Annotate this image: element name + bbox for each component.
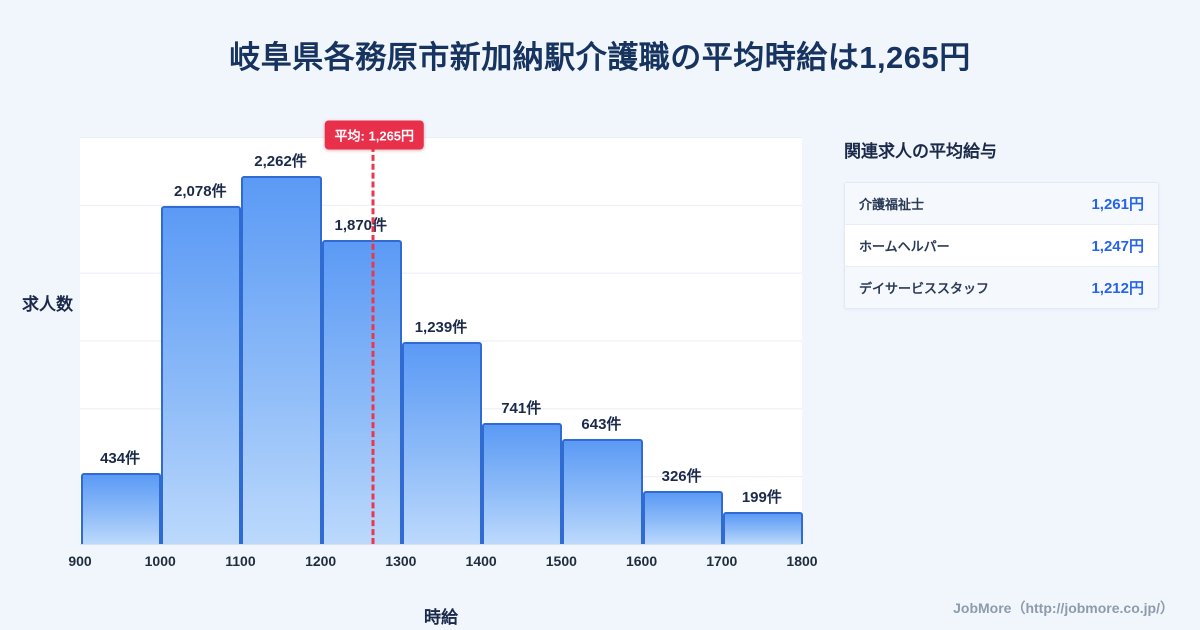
average-line: 平均: 1,265円 xyxy=(324,120,425,544)
bars-container: 434件 2,078件 2,262件 1,870件 1,239件 741件 643件 326件… xyxy=(80,137,803,544)
bar xyxy=(401,342,483,544)
related-job-row: 介護福祉士 1,261円 xyxy=(845,183,1158,225)
x-tick-label: 900 xyxy=(68,553,92,569)
related-job-value: 1,261円 xyxy=(1091,196,1144,213)
related-job-value: 1,247円 xyxy=(1091,238,1144,255)
x-axis-ticks: 900 1000 1100 1200 1300 1400 1500 1600 1700 1800 xyxy=(68,553,817,577)
related-jobs-card: 介護福祉士 1,261円ホームヘルパー 1,247円デイサービススタッフ 1,212円 xyxy=(844,182,1159,309)
related-job-value: 1,212円 xyxy=(1091,280,1144,297)
histogram-bar-1300-1400: 1,239件 xyxy=(401,137,483,544)
related-job-label: デイサービススタッフ xyxy=(859,281,990,296)
x-tick-label: 1600 xyxy=(625,553,658,569)
bar-value-label: 434件 xyxy=(100,450,141,468)
histogram-bar-1200-1300: 1,870件 xyxy=(321,137,402,544)
related-job-label: 介護福祉士 xyxy=(859,197,925,212)
x-tick-label: 1800 xyxy=(786,553,818,569)
y-axis-label: 求人数 xyxy=(22,295,73,314)
wage-histogram-chart: 求人数 434件 2,078件 2,262件 1,870件 1,239件 741件 643件… xyxy=(22,85,818,628)
histogram-bar-1100-1200: 2,262件 xyxy=(240,137,322,544)
main-content: 求人数 434件 2,078件 2,262件 1,870件 1,239件 741件 643件… xyxy=(0,85,1200,628)
related-job-row: デイサービススタッフ 1,212円 xyxy=(845,267,1158,308)
bar xyxy=(321,239,402,544)
bar xyxy=(482,423,563,544)
bar-value-label: 199件 xyxy=(741,488,782,506)
related-job-row: ホームヘルパー 1,247円 xyxy=(845,225,1158,267)
x-tick-label: 1400 xyxy=(465,553,497,569)
page-title: 岐阜県各務原市新加納駅介護職の平均時給は1,265円 xyxy=(229,40,971,75)
histogram-bar-1000-1100: 2,078件 xyxy=(160,137,242,544)
bar-value-label: 643件 xyxy=(581,416,622,434)
bar-value-label: 2,262件 xyxy=(254,152,307,170)
x-axis-label: 時給 xyxy=(424,608,458,627)
x-tick-label: 1100 xyxy=(225,553,256,569)
histogram-bar-900-1000: 434件 xyxy=(80,137,162,544)
histogram-bar-1700-1800: 199件 xyxy=(722,137,803,544)
related-jobs-panel: 関連求人の平均給与 介護福祉士 1,261円ホームヘルパー 1,247円デイサービス… xyxy=(844,137,1159,628)
x-tick-label: 1700 xyxy=(706,553,738,569)
average-badge: 平均: 1,265円 xyxy=(324,120,425,150)
bar-value-label: 1,239件 xyxy=(414,319,468,337)
related-job-label: ホームヘルパー xyxy=(859,239,950,254)
bar xyxy=(161,205,242,544)
histogram-bar-1600-1700: 326件 xyxy=(642,137,723,544)
x-tick-label: 1300 xyxy=(385,553,417,569)
bar xyxy=(241,175,322,544)
related-jobs-heading: 関連求人の平均給与 xyxy=(844,142,997,161)
bar-value-label: 741件 xyxy=(501,400,542,418)
bar xyxy=(642,490,723,544)
histogram-bar-1500-1600: 643件 xyxy=(561,137,643,544)
bar-value-label: 2,078件 xyxy=(174,182,227,200)
x-tick-label: 1200 xyxy=(305,553,337,569)
plot-area: 434件 2,078件 2,262件 1,870件 1,239件 741件 643件 326件… xyxy=(80,120,803,545)
x-tick-label: 1500 xyxy=(545,553,577,569)
site-credit: JobMore（http://jobmore.co.jp/） xyxy=(953,600,1174,616)
histogram-bar-1400-1500: 741件 xyxy=(481,137,563,544)
bar-value-label: 326件 xyxy=(661,467,702,485)
bar-value-label: 1,870件 xyxy=(334,216,388,234)
bar xyxy=(81,473,162,544)
bar xyxy=(562,439,643,544)
bar xyxy=(722,511,803,544)
x-tick-label: 1000 xyxy=(144,553,176,569)
